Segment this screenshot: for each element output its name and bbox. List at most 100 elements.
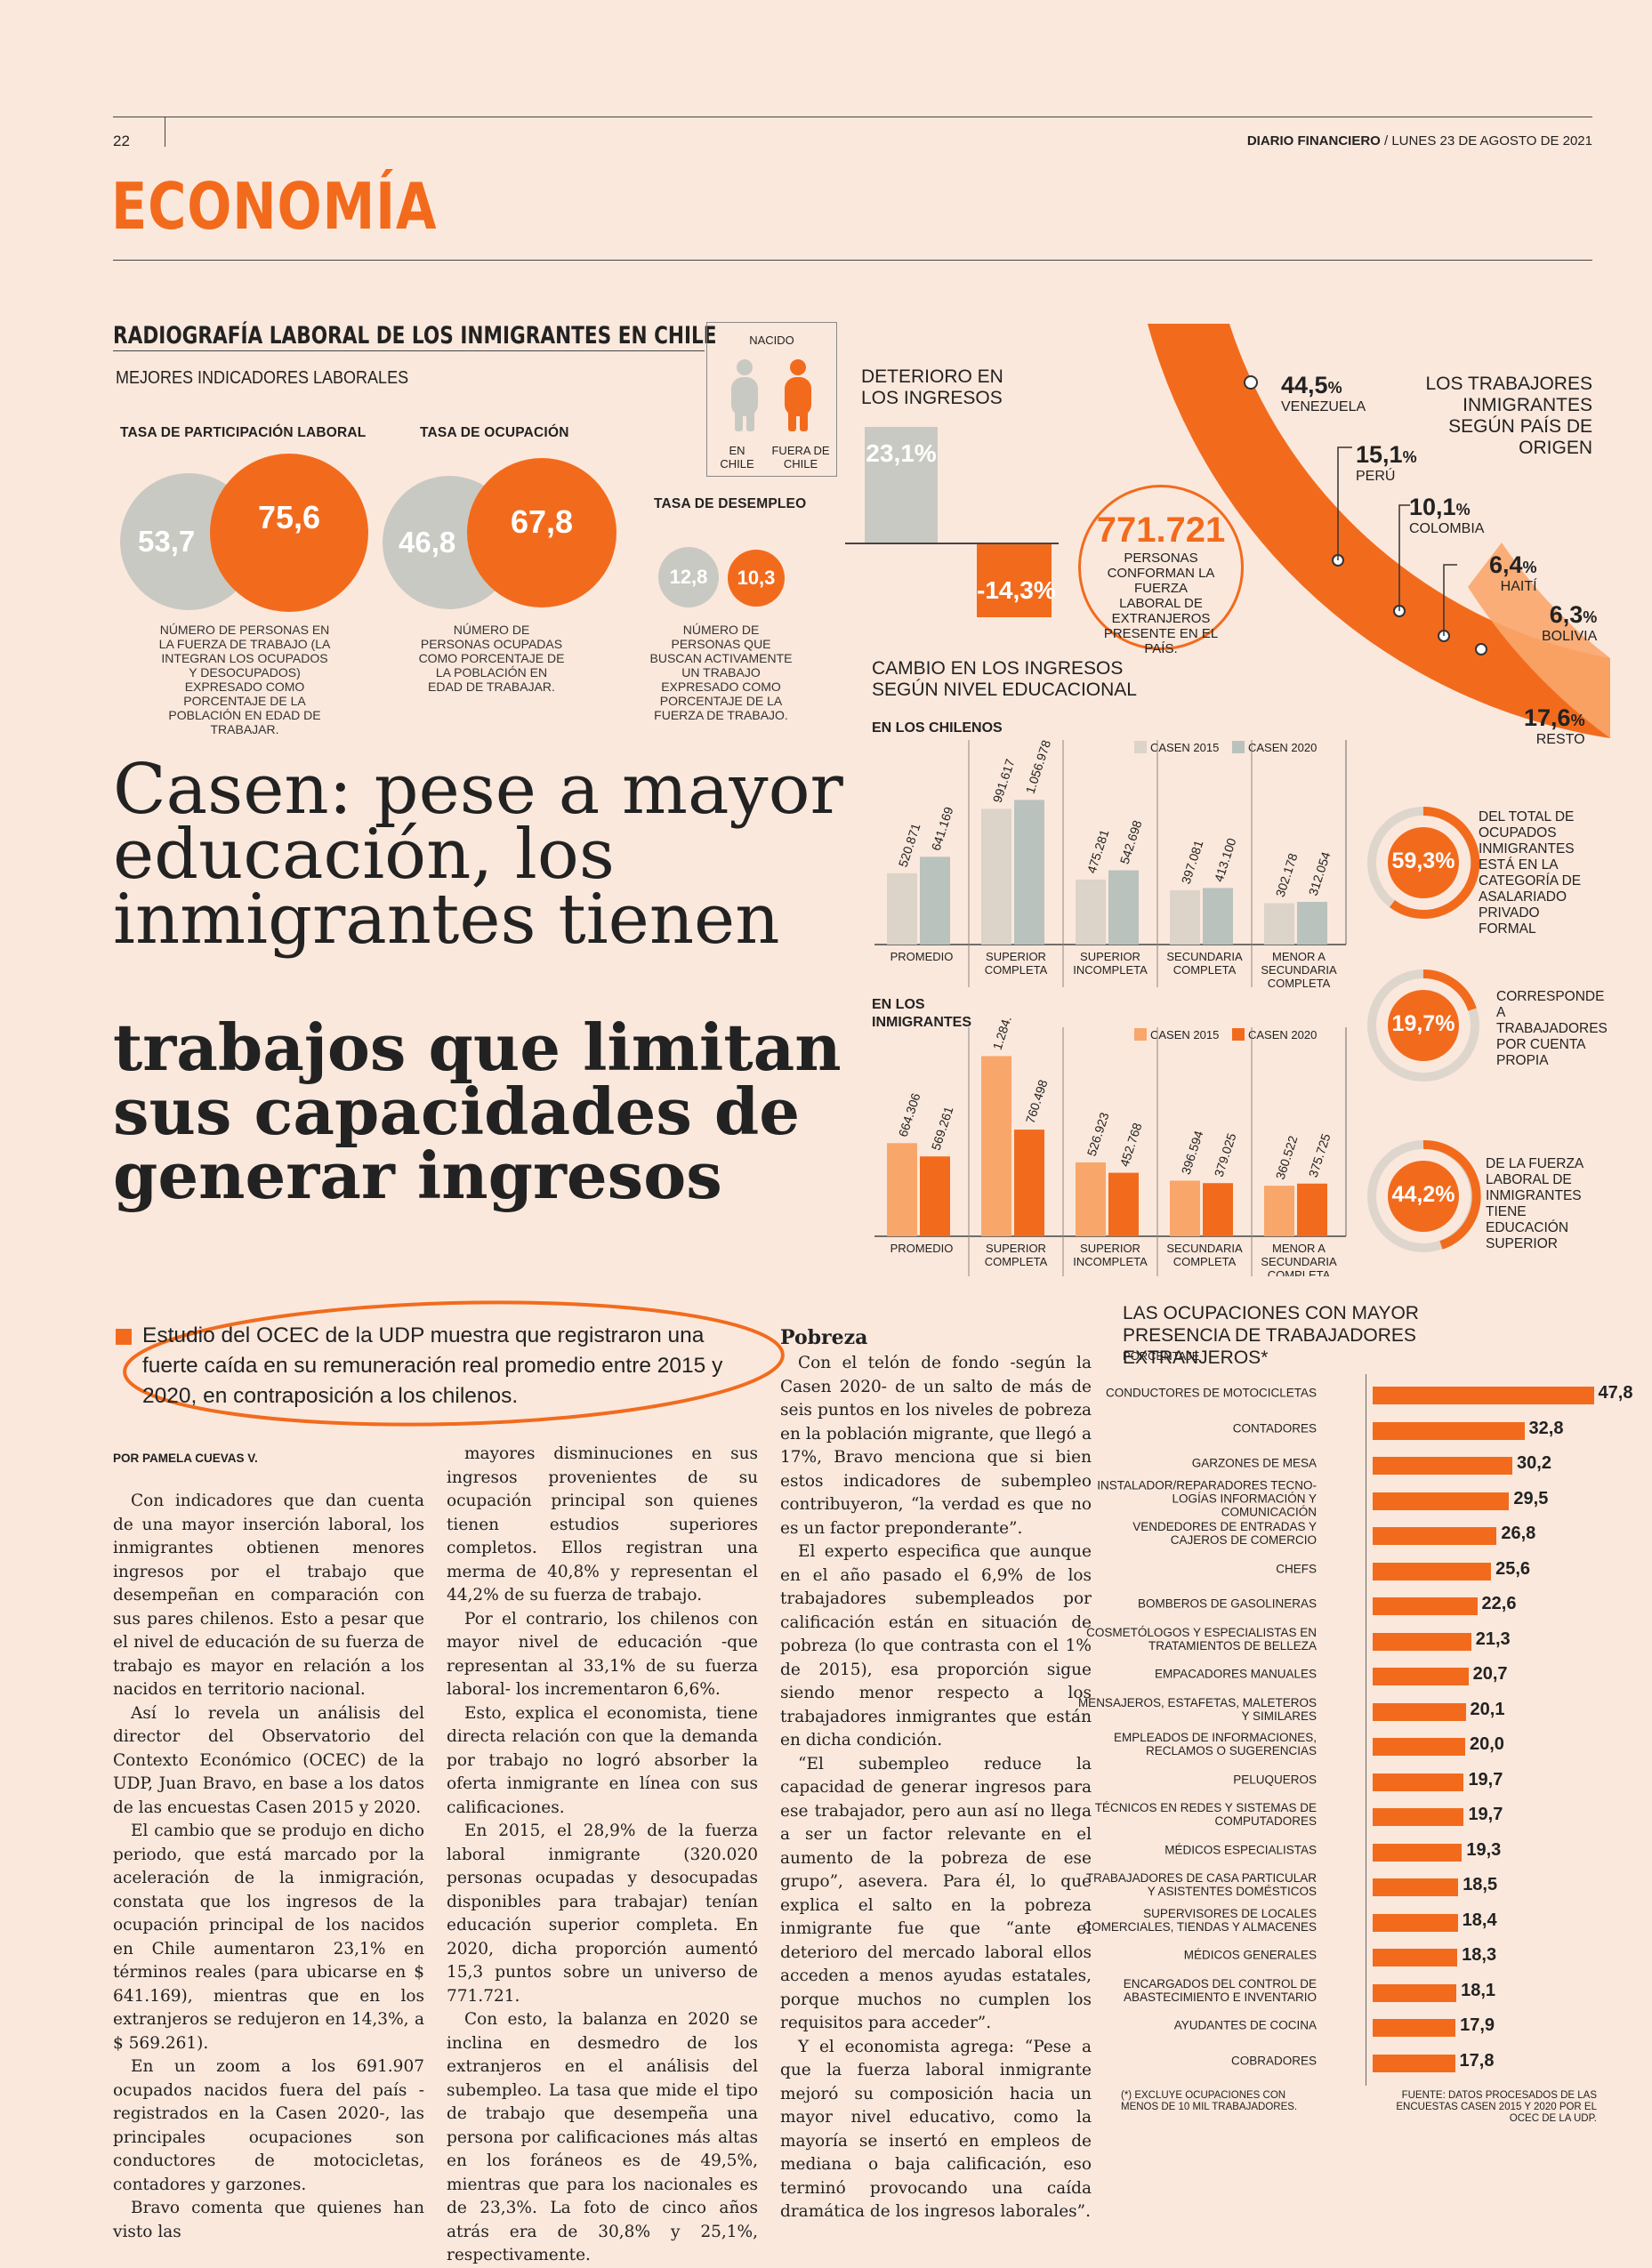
category-label: COMPLETA	[1268, 977, 1331, 990]
occupation-value: 20,1	[1470, 1699, 1505, 1719]
occupation-foreign-value: 67,8	[510, 503, 574, 540]
bar	[1297, 901, 1327, 945]
occupation-bar	[1373, 1913, 1458, 1932]
occupation-value: 17,8	[1459, 2050, 1495, 2071]
origin-haiti-unit: %	[1522, 559, 1537, 576]
origin-haiti-country: HAITÍ	[1500, 579, 1537, 594]
occupation-label: PELUQUEROS	[1233, 1773, 1317, 1786]
infographic-subtitle: MEJORES INDICADORES LABORALES	[116, 368, 409, 388]
occupations-unit: PORCENTAJE	[1123, 1349, 1200, 1363]
occupation-row: MÉDICOS ESPECIALISTAS 19,3	[1116, 1833, 1615, 1867]
article-column-2: mayores disminuciones en sus ingresos pr…	[447, 1443, 758, 2268]
bar-value-label: 413.100	[1212, 836, 1239, 883]
occupation-bar	[1373, 1632, 1471, 1651]
bar	[1203, 888, 1233, 945]
ring-2-text: CORRESPONDE A TRABAJADORES POR CUENTA PR…	[1496, 989, 1608, 1068]
bar-value-label: 302.178	[1273, 851, 1301, 898]
occupation-value: 18,5	[1463, 1875, 1498, 1894]
participation-chile-value: 53,7	[138, 525, 196, 558]
occupation-label: VENDEDORES DE ENTRADAS Y CAJEROS DE COME…	[1132, 1520, 1317, 1547]
occupation-label: CHEFS	[1276, 1562, 1317, 1575]
occupation-row: TÉCNICOS EN REDES Y SISTEMAS DE COMPUTAD…	[1095, 1798, 1615, 1831]
occupations-footnote: (*) EXCLUYE OCUPACIONES CON MENOS DE 10 …	[1121, 2090, 1298, 2112]
occupation-label: MÉDICOS GENERALES	[1183, 1948, 1317, 1962]
origin-bolivia: 6,3% BOLIVIA	[1542, 601, 1597, 645]
occupation-value: 19,7	[1468, 1769, 1503, 1789]
bar	[887, 1143, 917, 1236]
bar	[1076, 879, 1106, 945]
origin-colombia-unit: %	[1455, 501, 1471, 519]
occupation-bar	[1373, 1702, 1466, 1721]
category-label: COMPLETA	[1268, 1268, 1331, 1276]
unemployment-chile-circle: 12,8	[658, 547, 719, 607]
category-label: INCOMPLETA	[1073, 963, 1148, 977]
chart-immigrants-title: EN LOS INMIGRANTES	[872, 997, 971, 1030]
origin-dot-bolivia	[1475, 643, 1487, 655]
income-title: DETERIORO EN LOS INGRESOS	[861, 366, 1003, 408]
origin-bolivia-value: 6,3	[1549, 601, 1584, 628]
origin-rest-value: 17,6	[1524, 704, 1571, 731]
category-label: SUPERIOR	[986, 1242, 1046, 1255]
bar-value-label: 526.923	[1084, 1111, 1112, 1158]
category-label: COMPLETA	[1173, 963, 1237, 977]
origin-rest: 17,6% RESTO	[1524, 704, 1585, 748]
occupation-label: TRABAJADORES DE CASA PARTICULAR Y ASISTE…	[1085, 1871, 1317, 1898]
legend-outside-chile: FUERA DE CHILE	[771, 444, 830, 470]
legend-title: NACIDO	[749, 334, 794, 347]
origin-arc-rest	[1468, 543, 1610, 738]
occupation-bar	[1373, 1421, 1525, 1440]
category-label: MENOR A	[1272, 1242, 1326, 1255]
origin-leader-haiti	[1443, 564, 1457, 636]
category-label: PROMEDIO	[890, 950, 954, 963]
bar-value-label: 664.306	[896, 1091, 923, 1138]
category-label: PROMEDIO	[890, 1242, 954, 1255]
occupation-value: 25,6	[1495, 1558, 1531, 1579]
occupation-row: CONDUCTORES DE MOTOCICLETAS 47,8	[1106, 1376, 1632, 1410]
ring-stats: 59,3% 19,7% 44,2% DEL TOTAL DE OCUPADOS …	[1366, 792, 1632, 1290]
ring-2-value: 19,7%	[1391, 1011, 1455, 1036]
bar-value-label: 379.025	[1212, 1131, 1239, 1178]
origin-haiti-value: 6,4	[1489, 551, 1523, 578]
bar	[981, 808, 1011, 945]
legend-label: CASEN 2015	[1150, 741, 1219, 754]
bar	[887, 873, 917, 945]
origin-rest-country: RESTO	[1535, 732, 1585, 747]
bar-value-label: 991.617	[990, 757, 1018, 804]
occupation-value: 26,8	[1501, 1524, 1536, 1543]
occupation-value: 47,8	[1598, 1383, 1633, 1403]
occupation-label: MENSAJEROS, ESTAFETAS, MALETEROS Y SIMIL…	[1077, 1695, 1317, 1723]
bar-value-label: 542.698	[1117, 818, 1145, 865]
origin-venezuela-unit: %	[1327, 379, 1342, 397]
occupation-row: MÉDICOS GENERALES 18,3	[1116, 1938, 1615, 1972]
occupation-value: 21,3	[1475, 1629, 1511, 1649]
occupation-bar	[1373, 2019, 1456, 2037]
occupation-note: NÚMERO DE PERSONAS OCUPADAS COMO PORCENT…	[418, 623, 565, 694]
category-label: SECUNDARIA	[1261, 1255, 1337, 1268]
bar-value-label: 520.871	[896, 822, 923, 869]
headline-light: Casen: pese a mayor educación, los inmig…	[113, 750, 843, 960]
ring-1-text: DEL TOTAL DE OCUPADOS INMIGRANTES ESTÁ E…	[1479, 809, 1582, 937]
occupation-label: MÉDICOS ESPECIALISTAS	[1164, 1843, 1317, 1856]
occupation-value: 18,4	[1462, 1910, 1497, 1930]
origin-arc-venezuela	[1148, 324, 1610, 738]
category-label: SECUNDARIA	[1261, 963, 1337, 977]
participation-foreign-value: 75,6	[257, 499, 321, 535]
legend-swatch	[1134, 1028, 1147, 1041]
origin-peru: 15,1% PERÚ	[1356, 441, 1417, 485]
bar-value-label: 760.498	[1023, 1078, 1051, 1125]
occupation-row: AYUDANTES DE COCINA 17,9	[1116, 2008, 1615, 2042]
occupation-bar	[1373, 1808, 1464, 1826]
ring-graphics	[1367, 806, 1481, 1252]
participation-label: TASA DE PARTICIPACIÓN LABORAL	[120, 425, 367, 440]
legend-label: CASEN 2020	[1248, 741, 1317, 754]
paragraph: Por el contrario, los chilenos con mayor…	[447, 1609, 758, 1700]
occupations-title: LAS OCUPACIONES CON MAYOR PRESENCIA DE T…	[1123, 1303, 1419, 1368]
occupation-label: INSTALADOR/REPARADORES TECNO-LOGÍAS INFO…	[1097, 1478, 1317, 1518]
unemployment-foreign-value: 10,3	[737, 567, 776, 589]
occupation-label: BOMBEROS DE GASOLINERAS	[1137, 1596, 1317, 1611]
category-label: SUPERIOR	[986, 950, 1046, 963]
paragraph: En 2015, el 28,9% de la fuerza laboral i…	[447, 1822, 758, 2006]
byline: POR PAMELA CUEVAS V.	[113, 1452, 258, 1465]
occupation-label: EMPLEADOS DE INFORMACIONES, RECLAMOS O S…	[1113, 1731, 1317, 1757]
paragraph: Bravo comenta que quienes han visto las	[113, 2199, 424, 2241]
